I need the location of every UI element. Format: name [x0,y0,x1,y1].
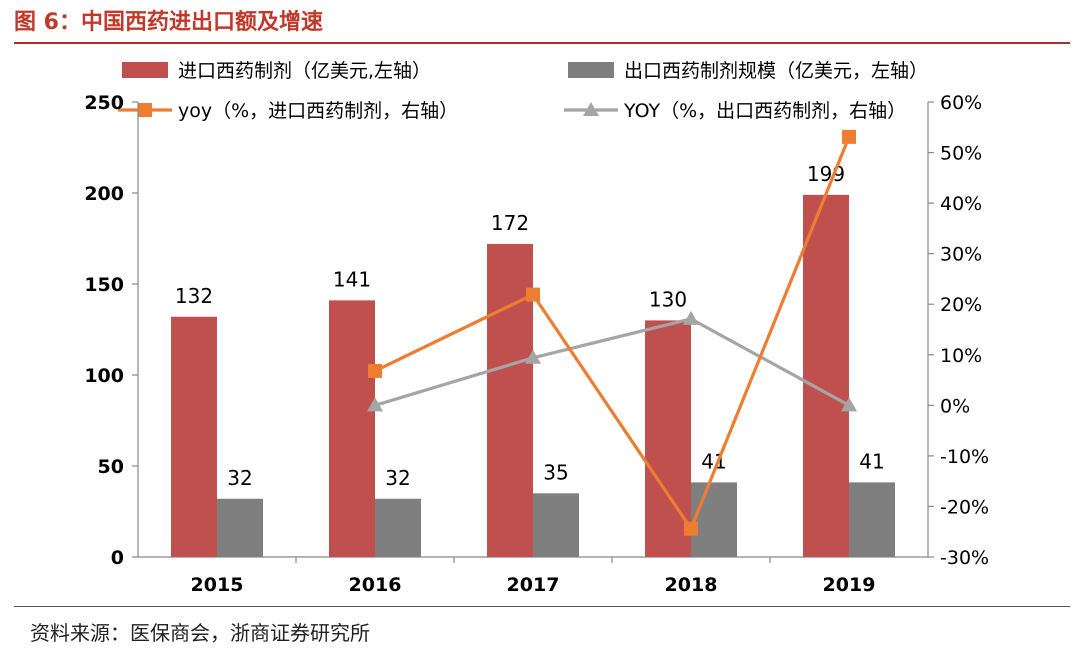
x-tick-label: 2015 [191,574,244,596]
line-marker-triangle [367,397,383,412]
source-note: 资料来源：医保商会，浙商证券研究所 [30,621,370,645]
chart-title: 图 6：中国西药进出口额及增速 [14,10,323,35]
bar-value-label: 32 [227,466,252,490]
bar-import [171,316,217,557]
bar-export [375,498,421,557]
bar-value-label: 41 [859,449,884,473]
x-tick-label: 2019 [823,574,876,596]
right-tick-label: 10% [940,345,982,367]
bar-value-label: 132 [175,284,213,308]
line-marker-triangle [683,310,699,325]
right-tick-label: -30% [940,547,989,569]
right-tick-label: 50% [940,143,982,165]
source-divider [14,606,1070,607]
line-marker-square [842,129,856,144]
left-tick-label: 250 [84,92,124,114]
legend-marker-square [138,103,152,117]
lines [367,129,857,536]
bar-value-label: 130 [649,287,687,311]
legend-label: yoy（%，进口西药制剂，右轴） [178,100,458,122]
left-tick-label: 0 [111,547,124,569]
right-tick-label: 20% [940,294,982,316]
line-marker-square [526,287,540,302]
bar-export [691,482,737,557]
x-tick-label: 2016 [349,574,402,596]
series-line [374,136,851,531]
bar-export [849,482,895,557]
line-marker-square [368,363,382,378]
line-marker-triangle [525,349,541,364]
right-tick-label: 0% [940,395,970,417]
x-tick-label: 2017 [507,574,560,596]
right-tick-label: 30% [940,244,982,266]
series-line [374,317,850,407]
bar-value-label: 172 [491,211,529,235]
bar-export [533,493,579,557]
line-marker-triangle [841,397,857,412]
left-tick-label: 100 [84,365,124,387]
legend-swatch [122,62,168,78]
right-tick-label: -20% [940,496,989,518]
bar-value-label: 199 [807,162,845,186]
line-marker-square [684,521,698,536]
left-tick-label: 200 [84,183,124,205]
bar-export [217,498,263,557]
legend-label: 出口西药制剂规模（亿美元，左轴） [624,60,928,82]
bar-import [803,194,849,557]
legend: 进口西药制剂（亿美元,左轴） 出口西药制剂规模（亿美元，左轴） yoy（%，进口西药… [118,60,928,122]
legend-marker-triangle [583,102,599,116]
legend-label: 进口西药制剂（亿美元,左轴） [178,60,431,82]
left-tick-label: 50 [98,456,124,478]
right-tick-label: -10% [940,446,989,468]
x-tick-label: 2018 [665,574,718,596]
legend-swatch [568,62,614,78]
right-tick-label: 60% [940,92,982,114]
bar-import [645,320,691,557]
right-tick-label: 40% [940,193,982,215]
bar-value-label: 35 [543,460,568,484]
axes: 0 50 100 150 200 250 -30% -20% -10% 0% 10% 20% 30% 40… [84,92,989,596]
legend-label: YOY（%，出口西药制剂，右轴） [623,100,906,122]
left-tick-label: 150 [84,274,124,296]
bar-import [487,243,533,557]
bar-value-label: 141 [333,267,371,291]
title-divider [14,42,1070,44]
bars [171,194,895,557]
bar-value-label: 32 [385,466,410,490]
bar-import [329,300,375,557]
